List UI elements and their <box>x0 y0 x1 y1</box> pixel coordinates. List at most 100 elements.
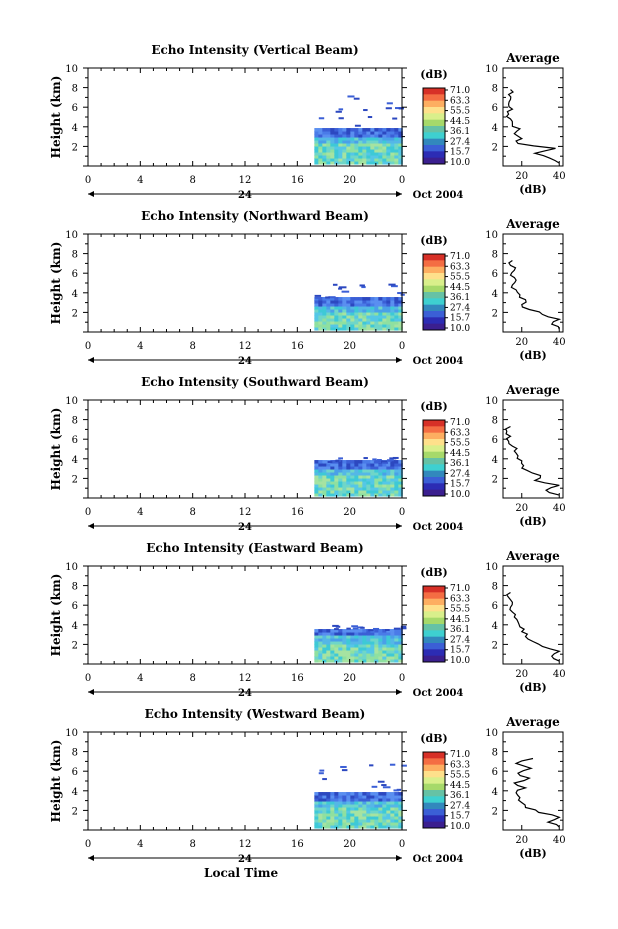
heatmap-cell <box>366 161 371 165</box>
panel-title: Echo Intensity (Vertical Beam) <box>151 43 358 57</box>
heatmap-cell <box>318 117 325 120</box>
heatmap-cell <box>318 635 323 639</box>
heatmap-cell <box>330 493 335 497</box>
heatmap-cell <box>362 155 367 159</box>
heatmap-cell <box>342 312 347 316</box>
heatmap-cell <box>318 647 323 651</box>
heatmap-cell <box>338 472 343 476</box>
heatmap-cell <box>338 128 343 132</box>
heatmap-cell <box>326 146 331 150</box>
heatmap-cell <box>382 819 387 823</box>
colorbar-swatch <box>423 655 445 663</box>
heatmap-cell <box>342 315 347 319</box>
x-tick-label: 0 <box>399 175 405 186</box>
heatmap-cell <box>318 772 324 775</box>
average-title: Average <box>505 383 560 397</box>
average-x-tick-label: 40 <box>553 171 566 182</box>
heatmap-cell <box>350 487 355 491</box>
heatmap-cell <box>386 312 391 316</box>
average-y-tick-label: 2 <box>492 474 498 485</box>
heatmap-cell <box>338 315 343 319</box>
heatmap-cell <box>366 315 371 319</box>
heatmap-cell <box>386 327 391 331</box>
heatmap-cell <box>326 656 331 660</box>
average-frame <box>502 233 564 333</box>
heatmap-cell <box>370 155 375 159</box>
heatmap-cell <box>350 327 355 331</box>
heatmap-cell <box>354 490 359 494</box>
heatmap-cell <box>358 146 363 150</box>
heatmap-cell <box>382 131 387 135</box>
heatmap-cell <box>386 632 391 636</box>
heatmap-cell <box>322 297 327 301</box>
heatmap-cell <box>398 306 403 310</box>
heatmap-cell <box>370 303 375 307</box>
heatmap-cell <box>378 647 383 651</box>
heatmap-cell <box>366 321 371 325</box>
heatmap-cell <box>314 294 322 297</box>
heatmap-cell <box>390 300 395 304</box>
heatmap-cell <box>338 487 343 491</box>
heatmap-cell <box>374 303 379 307</box>
heatmap-cell <box>390 819 395 823</box>
heatmap-cell <box>338 457 344 460</box>
heatmap-cell <box>370 318 375 322</box>
heatmap-cell <box>314 306 319 310</box>
heatmap-cell <box>338 825 343 829</box>
heatmap-cell <box>342 644 347 648</box>
heatmap-cell <box>354 306 359 310</box>
heatmap-cell <box>358 318 363 322</box>
heatmap-cell <box>394 309 399 313</box>
heatmap-cell <box>314 296 322 299</box>
heatmap-cell <box>334 306 339 310</box>
heatmap-cell <box>314 460 319 464</box>
heatmap-cell <box>370 656 375 660</box>
colorbar-swatch <box>423 298 445 306</box>
heatmap-cell <box>362 484 367 488</box>
heatmap-cell <box>374 638 379 642</box>
heatmap-cell <box>398 318 403 322</box>
heatmap-cell <box>334 490 339 494</box>
heatmap-cell <box>363 457 368 460</box>
heatmap-cell <box>354 321 359 325</box>
heatmap-cell <box>334 158 339 162</box>
heatmap-cell <box>346 641 351 645</box>
heatmap-cell <box>386 137 391 141</box>
heatmap-cell <box>382 315 387 319</box>
heatmap-cell <box>378 638 383 642</box>
heatmap-cell <box>366 152 371 156</box>
heatmap-cell <box>338 149 343 153</box>
heatmap-cell <box>314 810 319 814</box>
heatmap-cell <box>386 481 391 485</box>
heatmap-cell <box>374 149 379 153</box>
colorbar-tick-label: 71.0 <box>450 86 470 96</box>
heatmap-cell <box>314 161 319 165</box>
colorbar-swatch <box>423 292 445 299</box>
heatmap-cell <box>342 635 347 639</box>
heatmap-cell <box>370 460 375 464</box>
heatmap-cell <box>318 469 323 473</box>
heatmap-cell <box>358 650 363 654</box>
heatmap-cell <box>374 155 379 159</box>
colorbar-swatch <box>423 266 445 274</box>
heatmap-cell <box>314 475 319 479</box>
heatmap-cell <box>318 798 323 802</box>
heatmap-cell <box>326 140 331 144</box>
heatmap-cell <box>378 315 383 319</box>
heatmap-cell <box>350 795 355 799</box>
heatmap-cell <box>390 659 395 663</box>
x-tick-label: 4 <box>137 341 143 352</box>
heatmap-cell <box>346 653 351 657</box>
heatmap-cell <box>338 134 343 138</box>
heatmap-cell <box>386 102 393 105</box>
heatmap-cell <box>358 481 363 485</box>
heatmap-cell <box>378 632 383 636</box>
average-y-tick-label: 10 <box>485 230 498 241</box>
heatmap-cell <box>370 475 375 479</box>
heatmap-cell <box>386 158 391 162</box>
heatmap-cell <box>318 825 323 829</box>
x-tick-label: 16 <box>291 673 304 684</box>
heatmap-cell <box>322 131 327 135</box>
heatmap-cell <box>338 306 343 310</box>
heatmap-cell <box>370 650 375 654</box>
